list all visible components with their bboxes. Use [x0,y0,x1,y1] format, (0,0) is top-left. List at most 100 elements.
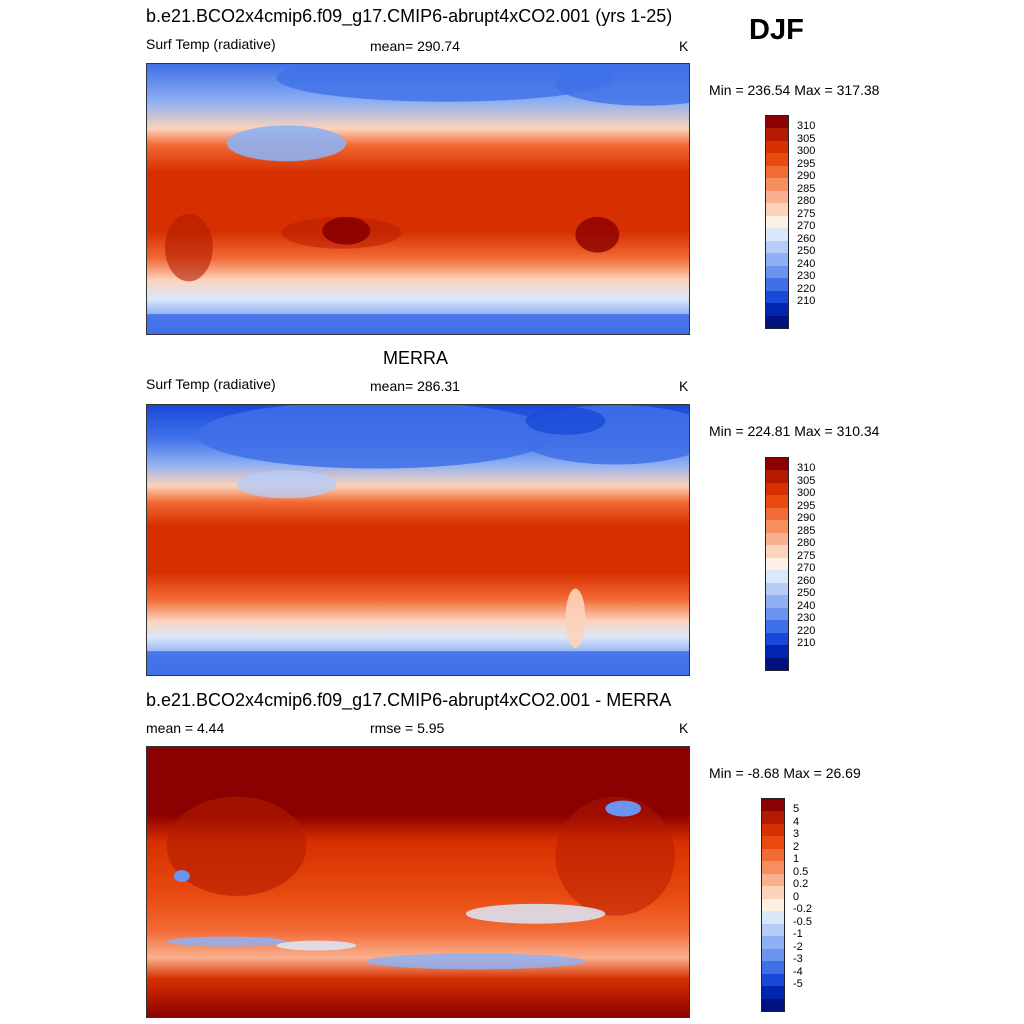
colorbar-tick-label: 295 [797,499,816,512]
colorbar-tick-label: 1 [793,853,800,866]
colorbar-tick-label: 3 [793,828,800,841]
colorbar-swatch [766,178,788,192]
panel-3-mean-label: mean = 4.44 [146,720,225,736]
colorbar-tick-label: 2 [793,840,800,853]
colorbar-tick-label: 5 [793,803,800,816]
colorbar-swatch [762,823,784,837]
colorbar-tick-label: 220 [797,624,816,637]
colorbar-swatch [766,265,788,279]
colorbar-tick-label: -3 [793,953,803,966]
colorbar-tick-label: 0.5 [793,865,809,878]
colorbar-swatch [766,215,788,229]
colorbar-swatch [762,873,784,887]
colorbar-tick-label: -5 [793,978,803,991]
colorbar-tick-label: 260 [797,574,816,587]
colorbar-tick-label: 250 [797,245,816,258]
colorbar-tick-label: 210 [797,637,816,650]
colorbar-swatch [766,482,788,496]
colorbar-swatch [766,458,788,471]
panel-3-title: b.e21.BCO2x4cmip6.f09_g17.CMIP6-abrupt4x… [146,690,672,710]
panel-2-temperature-field [147,405,689,675]
colorbar-tick-label: 300 [797,145,816,158]
colorbar-swatch [762,811,784,825]
colorbar-swatch [766,657,788,671]
colorbar-tick-label: -2 [793,940,803,953]
colorbar-tick-label: 0 [793,890,800,903]
colorbar-swatch [762,961,784,975]
panel-3-rmse-label: rmse = 5.95 [370,720,445,736]
colorbar-swatch [766,116,788,129]
colorbar-swatch [762,911,784,925]
colorbar-swatch [762,898,784,912]
panel-3-map [146,746,690,1018]
colorbar-tick-label: 310 [797,120,816,133]
colorbar-swatch [766,203,788,217]
colorbar-swatch [766,290,788,304]
colorbar-swatch [766,545,788,559]
colorbar-tick-label: 250 [797,587,816,600]
panel-2-title: MERRA [383,348,449,368]
panel-1-mean-label: mean= 290.74 [370,38,460,54]
colorbar-swatch [766,470,788,484]
colorbar-swatch [766,645,788,659]
colorbar-tick-label: 240 [797,257,816,270]
colorbar-tick-label: -4 [793,965,803,978]
colorbar-tick-label: 275 [797,207,816,220]
colorbar-tick-label: 270 [797,562,816,575]
colorbar-swatch [762,923,784,937]
colorbar-swatch [766,570,788,584]
colorbar-tick-label: -0.2 [793,903,812,916]
colorbar-swatch [766,532,788,546]
panel-1-temperature-field [147,64,689,334]
colorbar-swatch [762,861,784,875]
colorbar-tick-label: 210 [797,295,816,308]
season-label: DJF [749,14,804,46]
colorbar-tick-label: 280 [797,195,816,208]
colorbar-swatch [762,936,784,950]
colorbar-swatch [766,140,788,154]
colorbar-swatch [766,557,788,571]
colorbar-swatch [766,315,788,329]
colorbar-tick-label: 270 [797,220,816,233]
colorbar-tick-label: -0.5 [793,915,812,928]
colorbar-tick-label: 305 [797,474,816,487]
colorbar-tick-label: 260 [797,232,816,245]
colorbar-tick-label: -1 [793,928,803,941]
colorbar-tick-label: 220 [797,282,816,295]
colorbar-tick-label: 230 [797,612,816,625]
colorbar-swatch [766,165,788,179]
colorbar-swatch [766,253,788,267]
colorbar-tick-label: 4 [793,815,800,828]
colorbar-tick-label: 290 [797,512,816,525]
colorbar-tick-label: 275 [797,549,816,562]
colorbar-tick-label: 305 [797,132,816,145]
colorbar-swatch [766,278,788,292]
panel-2-variable-label: Surf Temp (radiative) [146,376,276,392]
colorbar-swatch [762,836,784,850]
panel-1-colorbar [765,115,789,329]
colorbar-tick-label: 230 [797,270,816,283]
colorbar-swatch [762,973,784,987]
colorbar-swatch [766,595,788,609]
colorbar-swatch [766,190,788,204]
panel-2-map [146,404,690,676]
colorbar-swatch [766,582,788,596]
panel-2-colorbar [765,457,789,671]
colorbar-tick-label: 0.2 [793,878,809,891]
colorbar-swatch [766,128,788,142]
colorbar-swatch [762,948,784,962]
colorbar-swatch [766,507,788,521]
colorbar-tick-label: 300 [797,487,816,500]
colorbar-swatch [762,986,784,1000]
panel-3-colorbar [761,798,785,1012]
colorbar-swatch [762,998,784,1012]
colorbar-tick-label: 240 [797,599,816,612]
panel-1-variable-label: Surf Temp (radiative) [146,36,276,52]
colorbar-swatch [766,632,788,646]
colorbar-tick-label: 290 [797,170,816,183]
colorbar-tick-label: 285 [797,524,816,537]
colorbar-tick-label: 285 [797,182,816,195]
colorbar-swatch [766,240,788,254]
colorbar-swatch [766,303,788,317]
colorbar-swatch [766,495,788,509]
